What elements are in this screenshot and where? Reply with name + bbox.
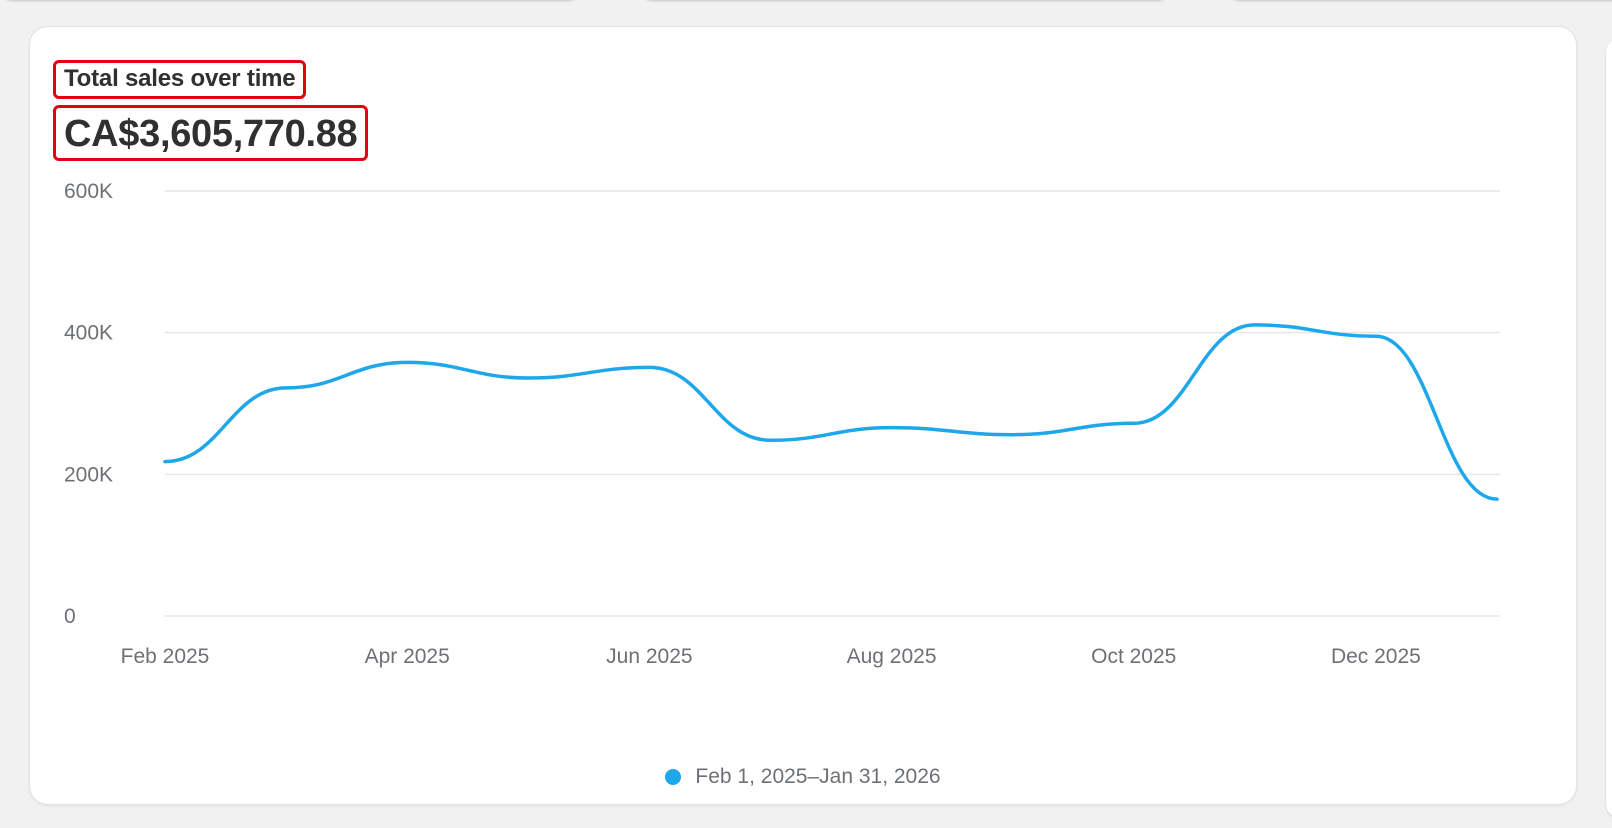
y-axis-labels: 600K 400K 200K 0 (64, 180, 113, 628)
data-point[interactable] (522, 372, 534, 384)
chart-title[interactable]: Total sales over time (53, 60, 307, 99)
data-point[interactable] (280, 382, 292, 394)
series-lines (159, 319, 1503, 505)
y-tick-label: 400K (64, 322, 113, 345)
y-tick-label: 600K (64, 180, 113, 203)
line-chart: 600K 400K 200K 0 Feb 2025 Apr 2025 Jun 2025 Au… (64, 180, 1503, 668)
data-point[interactable] (1007, 429, 1019, 441)
data-point[interactable] (401, 356, 413, 368)
data-point[interactable] (1128, 417, 1140, 429)
data-point[interactable] (643, 361, 655, 373)
x-tick-label: Feb 2025 (121, 645, 210, 668)
y-tick-label: 0 (64, 605, 76, 628)
data-point[interactable] (764, 434, 776, 446)
legend-dot-icon (665, 769, 682, 785)
series-line[interactable] (163, 323, 1499, 501)
data-point[interactable] (1370, 330, 1382, 342)
grid-lines (165, 190, 1500, 617)
chart-legend[interactable]: Feb 1, 2025–Jan 31, 2026 (30, 765, 1576, 789)
data-point[interactable] (159, 456, 171, 468)
total-sales-value: CA$3,605,770.88 (53, 105, 369, 161)
adjacent-card (1606, 38, 1612, 818)
x-axis-labels: Feb 2025 Apr 2025 Jun 2025 Aug 2025 Oct 2025… (121, 645, 1421, 668)
x-tick-label: Apr 2025 (365, 645, 450, 668)
legend-label: Feb 1, 2025–Jan 31, 2026 (695, 765, 941, 788)
x-tick-label: Dec 2025 (1331, 645, 1421, 668)
data-point[interactable] (1249, 319, 1261, 331)
sales-chart-card: Total sales over time CA$3,605,770.88 60… (30, 27, 1576, 804)
data-point[interactable] (1491, 493, 1503, 505)
x-tick-label: Oct 2025 (1091, 645, 1176, 668)
y-tick-label: 200K (64, 463, 113, 486)
x-tick-label: Aug 2025 (847, 645, 937, 668)
x-tick-label: Jun 2025 (606, 645, 692, 668)
data-point[interactable] (886, 422, 898, 434)
